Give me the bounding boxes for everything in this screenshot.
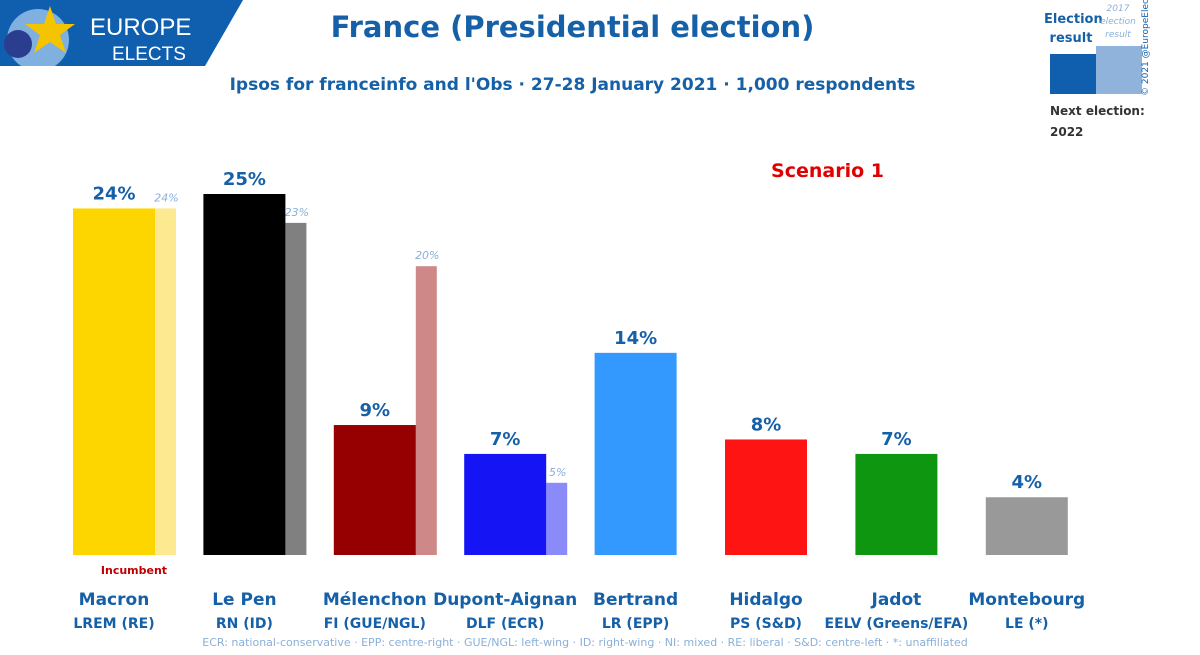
next-election: Next election: 2022 — [1050, 101, 1145, 143]
party-label: DLF (ECR) — [466, 616, 544, 632]
candidate-name: Macron — [79, 590, 150, 610]
previous-result-label: 5% — [549, 466, 566, 479]
incumbent-label: Incumbent — [101, 564, 167, 577]
europe-elects-logo: EUROPE ELECTS — [0, 0, 243, 66]
candidate-name: Montebourg — [968, 590, 1085, 610]
page-title: France (Presidential election) — [330, 10, 815, 44]
party-label: LR (EPP) — [602, 616, 669, 632]
value-label: 7% — [490, 429, 521, 450]
party-label: LREM (RE) — [73, 616, 154, 632]
brand-line1: EUROPE — [90, 14, 191, 41]
poll-bar — [594, 352, 677, 555]
previous-result-label: 24% — [154, 191, 178, 204]
candidate-name: Jadot — [871, 590, 922, 610]
previous-result-bar — [285, 222, 307, 555]
next-election-label: Next election: — [1050, 104, 1145, 118]
previous-result-bar — [546, 482, 568, 555]
poll-bar — [725, 439, 807, 555]
party-label: PS (S&D) — [730, 616, 802, 632]
legend: Election result 2017 election result Nex… — [1040, 0, 1200, 140]
poll-bar — [985, 497, 1068, 555]
poll-bar — [73, 208, 155, 555]
candidate-name: Le Pen — [212, 590, 276, 610]
previous-result-bar — [155, 208, 176, 555]
party-label: FI (GUE/NGL) — [324, 616, 426, 632]
candidate-name: Bertrand — [593, 590, 678, 610]
previous-result-label: 23% — [285, 206, 309, 219]
value-label: 14% — [614, 328, 657, 349]
value-label: 4% — [1012, 472, 1043, 493]
value-label: 25% — [223, 169, 266, 190]
brand-line2: ELECTS — [112, 44, 186, 65]
legend-result-swatch — [1050, 54, 1096, 94]
value-label: 7% — [881, 429, 912, 450]
value-label: 24% — [92, 183, 135, 204]
previous-result-bar — [415, 266, 437, 555]
party-label: RN (ID) — [216, 616, 273, 632]
value-label: 9% — [360, 400, 391, 421]
value-label: 8% — [751, 414, 782, 435]
poll-bar — [855, 453, 938, 555]
poll-subtitle: Ipsos for franceinfo and l'Obs · 27-28 J… — [229, 75, 916, 95]
scenario-label: Scenario 1 — [771, 160, 884, 182]
footnote: ECR: national-conservative · EPP: centre… — [202, 636, 968, 649]
poll-bar — [333, 425, 416, 555]
party-label: EELV (Greens/EFA) — [825, 616, 969, 632]
candidate-name: Mélenchon — [323, 590, 427, 610]
candidate-name: Hidalgo — [729, 590, 802, 610]
legend-previous-label: 2017 election result — [1100, 4, 1136, 40]
poll-bar — [203, 194, 286, 555]
poll-bar — [464, 453, 547, 555]
party-label: LE (*) — [1005, 616, 1048, 632]
candidate-name: Dupont-Aignan — [433, 590, 577, 610]
previous-result-label: 20% — [415, 249, 439, 262]
legend-result-label: Election result — [1044, 12, 1103, 46]
next-election-year: 2022 — [1050, 125, 1084, 139]
legend-previous-swatch — [1096, 46, 1142, 94]
